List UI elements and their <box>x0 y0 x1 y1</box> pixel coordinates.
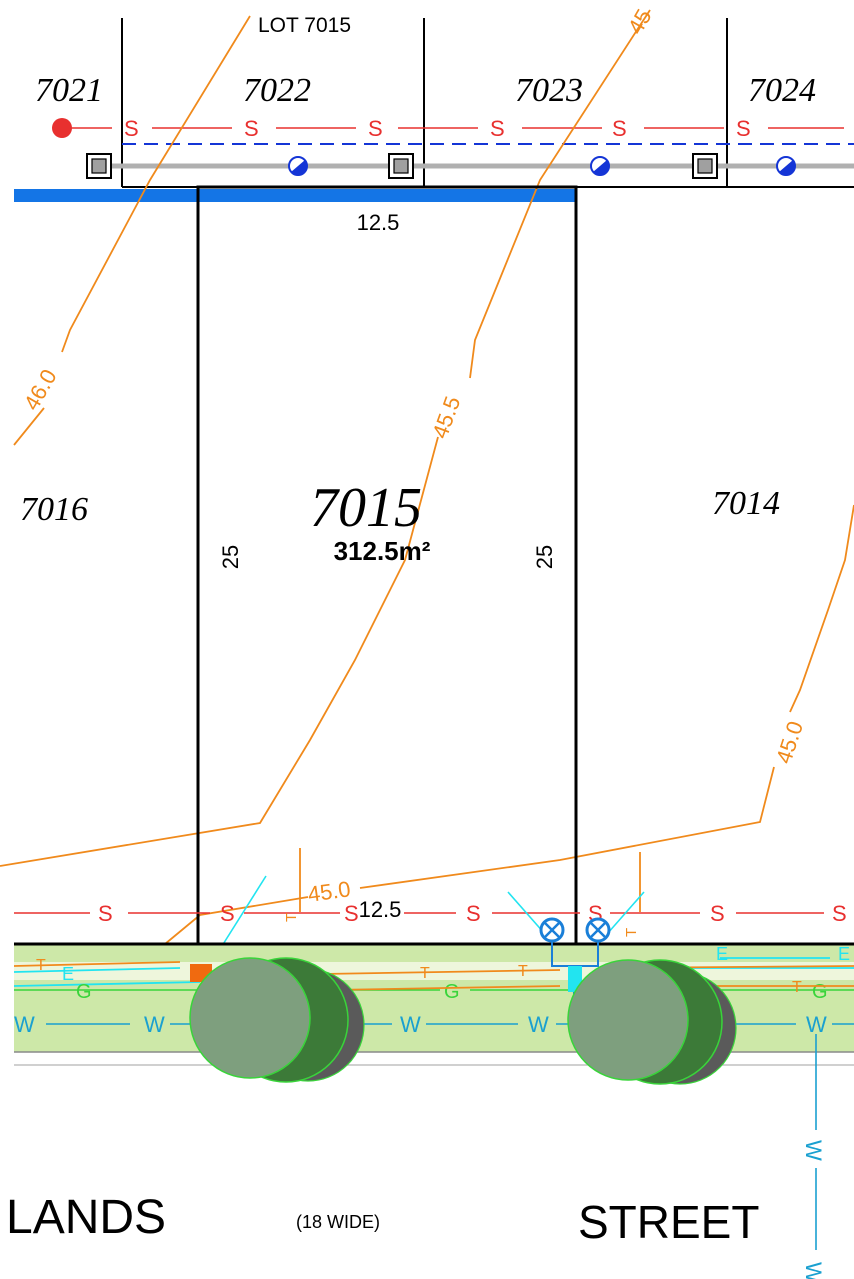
telecom-marker-right: T <box>623 928 640 937</box>
svg-text:S: S <box>220 901 235 926</box>
sewer-labels-top: S S S S S S <box>124 116 751 141</box>
svg-text:S: S <box>124 116 139 141</box>
telecom-labels: T T T T <box>36 957 802 996</box>
svg-text:E: E <box>716 944 728 964</box>
road-verge-light-strip <box>14 962 854 980</box>
contour-lines <box>0 9 854 945</box>
svg-text:S: S <box>490 116 505 141</box>
svg-text:W: W <box>806 1012 827 1037</box>
lot-7015-header: LOT 7015 <box>258 14 351 37</box>
lot-7015-area: 312.5m² <box>334 536 431 566</box>
svg-text:W: W <box>14 1012 35 1037</box>
street-name-right: STREET <box>578 1196 759 1248</box>
lot-number-7022: 7022 <box>243 72 311 109</box>
svg-text:45.0: 45.0 <box>771 718 808 766</box>
svg-text:S: S <box>612 116 627 141</box>
street-tree-left <box>189 957 365 1083</box>
svg-text:45: 45 <box>623 5 657 39</box>
svg-text:S: S <box>710 901 725 926</box>
lot-7015-number: 7015 <box>310 477 422 539</box>
water-labels: W W W W W W W W W <box>14 1012 827 1279</box>
dimension-right: 25 <box>532 545 557 569</box>
street-width-note: (18 WIDE) <box>296 1212 380 1232</box>
top-lot-boundaries <box>121 18 854 188</box>
dimension-back: 12.5 <box>359 897 402 922</box>
drainage-bar <box>14 189 577 202</box>
telecom-marker-left: T <box>283 913 300 922</box>
svg-text:W: W <box>144 1012 165 1037</box>
svg-text:S: S <box>368 116 383 141</box>
svg-text:W: W <box>801 1262 826 1279</box>
sewer-manhole-icon <box>52 118 72 138</box>
water-service-connection <box>539 917 611 1024</box>
street-name-left: LANDS <box>6 1191 166 1244</box>
lot-number-7023: 7023 <box>515 72 583 109</box>
svg-text:S: S <box>244 116 259 141</box>
service-pit-icons <box>86 153 718 179</box>
valve-icons <box>288 156 796 176</box>
svg-text:S: S <box>466 901 481 926</box>
svg-text:S: S <box>344 901 359 926</box>
lot-number-7021: 7021 <box>35 72 103 109</box>
svg-text:G: G <box>812 981 828 1003</box>
svg-text:T: T <box>420 965 430 982</box>
svg-text:W: W <box>801 1140 826 1161</box>
lot-number-7016: 7016 <box>20 491 88 528</box>
svg-text:T: T <box>518 963 528 980</box>
telecom-connection-stubs <box>299 848 641 912</box>
svg-text:G: G <box>444 981 460 1003</box>
svg-text:S: S <box>98 901 113 926</box>
lot-number-7024: 7024 <box>748 72 816 109</box>
lot-number-7014: 7014 <box>712 485 780 522</box>
svg-text:45.5: 45.5 <box>427 393 465 442</box>
svg-text:W: W <box>400 1012 421 1037</box>
svg-text:G: G <box>76 981 92 1003</box>
svg-text:45.0: 45.0 <box>306 876 352 907</box>
dimension-front: 12.5 <box>357 210 400 235</box>
svg-text:T: T <box>36 957 46 974</box>
svg-text:46.0: 46.0 <box>19 365 62 415</box>
street-tree-right <box>567 959 737 1085</box>
svg-text:T: T <box>792 979 802 996</box>
svg-text:S: S <box>832 901 847 926</box>
svg-text:E: E <box>838 944 850 964</box>
dimension-left: 25 <box>218 545 243 569</box>
svg-text:E: E <box>62 964 74 984</box>
svg-text:W: W <box>528 1012 549 1037</box>
svg-text:S: S <box>736 116 751 141</box>
